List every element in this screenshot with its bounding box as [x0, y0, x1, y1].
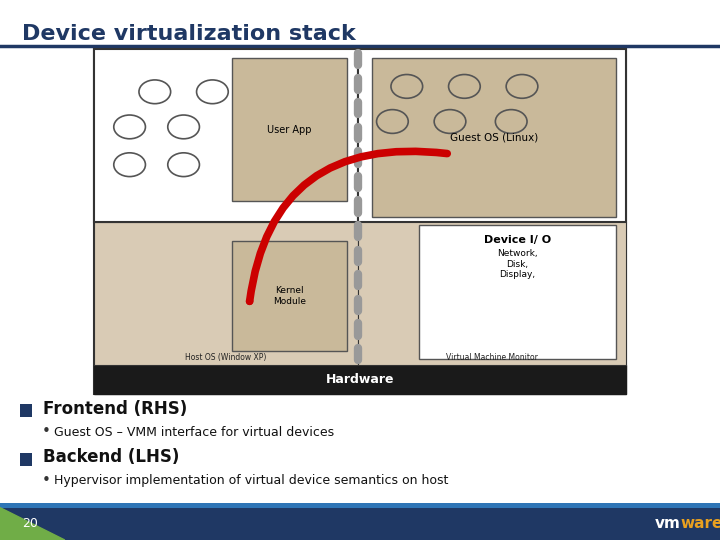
Text: ware: ware [680, 516, 720, 531]
FancyBboxPatch shape [0, 508, 720, 540]
Text: Guest OS – VMM interface for virtual devices: Guest OS – VMM interface for virtual dev… [54, 426, 334, 438]
FancyBboxPatch shape [94, 49, 358, 222]
FancyBboxPatch shape [94, 364, 626, 394]
Text: Hardware: Hardware [325, 373, 395, 386]
FancyBboxPatch shape [94, 49, 626, 394]
FancyBboxPatch shape [358, 49, 626, 222]
FancyBboxPatch shape [94, 222, 358, 364]
FancyBboxPatch shape [20, 404, 32, 417]
Text: Host OS (Window XP): Host OS (Window XP) [185, 353, 266, 362]
Text: Virtual Machine Monitor: Virtual Machine Monitor [446, 353, 538, 362]
FancyBboxPatch shape [358, 222, 626, 364]
FancyArrowPatch shape [250, 151, 447, 301]
FancyBboxPatch shape [20, 453, 32, 466]
Text: Device I/ O: Device I/ O [484, 235, 551, 245]
Text: Network,
Disk,
Display,: Network, Disk, Display, [497, 249, 538, 279]
Text: Frontend (RHS): Frontend (RHS) [43, 400, 187, 418]
Text: User App: User App [267, 125, 312, 134]
Text: Kernel
Module: Kernel Module [273, 286, 306, 306]
FancyBboxPatch shape [419, 225, 616, 359]
Text: vm: vm [654, 516, 680, 531]
FancyBboxPatch shape [0, 503, 720, 508]
FancyBboxPatch shape [232, 58, 347, 201]
FancyBboxPatch shape [372, 58, 616, 217]
Text: 20: 20 [22, 517, 38, 530]
Polygon shape [0, 508, 65, 540]
Text: Device virtualization stack: Device virtualization stack [22, 24, 356, 44]
Text: •: • [42, 424, 50, 440]
Text: •: • [42, 473, 50, 488]
Text: Guest OS (Linux): Guest OS (Linux) [450, 133, 538, 143]
Text: Hypervisor implementation of virtual device semantics on host: Hypervisor implementation of virtual dev… [54, 474, 449, 487]
FancyBboxPatch shape [232, 241, 347, 351]
Text: Backend (LHS): Backend (LHS) [43, 448, 179, 467]
